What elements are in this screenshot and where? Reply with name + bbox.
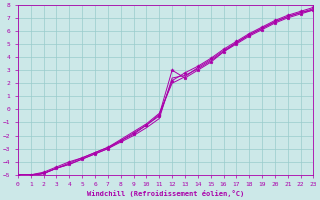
X-axis label: Windchill (Refroidissement éolien,°C): Windchill (Refroidissement éolien,°C) (87, 190, 244, 197)
